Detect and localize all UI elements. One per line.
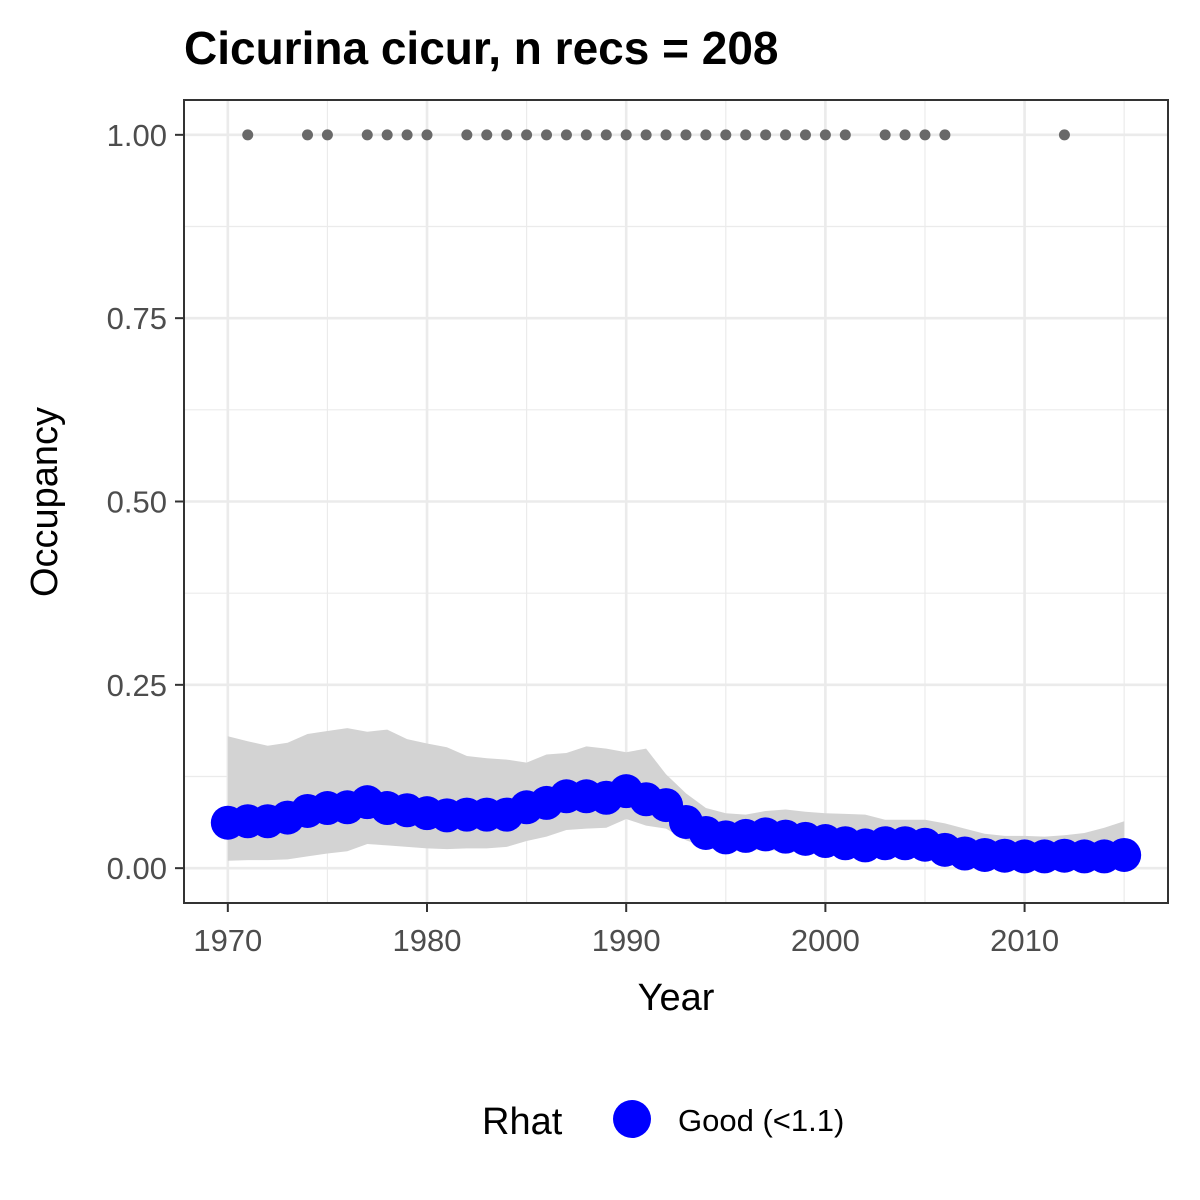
x-tick-label: 1990 — [592, 923, 661, 958]
record-point — [760, 129, 772, 141]
record-point — [560, 129, 572, 141]
y-tick-label: 0.75 — [107, 301, 167, 336]
occupancy-series — [210, 774, 1142, 874]
x-tick-label: 1970 — [193, 923, 262, 958]
record-point — [780, 129, 792, 141]
x-tick-label: 2000 — [791, 923, 860, 958]
record-point — [660, 129, 672, 141]
record-point — [600, 129, 612, 141]
record-point — [461, 129, 473, 141]
occupancy-point — [1107, 837, 1142, 872]
record-point — [521, 129, 533, 141]
record-point — [501, 129, 513, 141]
record-point — [680, 129, 692, 141]
record-point — [740, 129, 752, 141]
y-axis-ticks: 0.00 0.25 0.50 0.75 1.00 — [107, 118, 184, 886]
record-point — [839, 129, 851, 141]
record-point — [421, 129, 433, 141]
legend: Rhat Good (<1.1) — [482, 1100, 844, 1143]
legend-key-good — [613, 1100, 651, 1138]
record-point — [640, 129, 652, 141]
record-points — [242, 129, 1070, 141]
legend-title: Rhat — [482, 1101, 563, 1143]
record-point — [879, 129, 891, 141]
record-point — [819, 129, 831, 141]
record-point — [939, 129, 951, 141]
x-tick-label: 1980 — [393, 923, 462, 958]
x-axis-ticks: 1970 1980 1990 2000 2010 — [193, 903, 1059, 958]
y-tick-label: 0.00 — [107, 851, 167, 886]
record-point — [481, 129, 493, 141]
record-point — [401, 129, 413, 141]
y-tick-label: 0.50 — [107, 485, 167, 520]
record-point — [1058, 129, 1070, 141]
y-tick-label: 1.00 — [107, 118, 167, 153]
record-point — [321, 129, 333, 141]
record-point — [919, 129, 931, 141]
record-point — [799, 129, 811, 141]
record-point — [700, 129, 712, 141]
record-point — [899, 129, 911, 141]
record-point — [381, 129, 393, 141]
record-point — [242, 129, 254, 141]
record-point — [620, 129, 632, 141]
y-axis-title: Occupancy — [24, 407, 66, 597]
y-tick-label: 0.25 — [107, 668, 167, 703]
x-axis-title: Year — [638, 977, 715, 1019]
record-point — [361, 129, 373, 141]
record-point — [720, 129, 732, 141]
record-point — [541, 129, 553, 141]
record-point — [301, 129, 313, 141]
grid-lines — [184, 100, 1168, 903]
chart-title: Cicurina cicur, n recs = 208 — [184, 22, 779, 74]
record-point — [580, 129, 592, 141]
legend-label-good: Good (<1.1) — [678, 1103, 844, 1138]
x-tick-label: 2010 — [990, 923, 1059, 958]
